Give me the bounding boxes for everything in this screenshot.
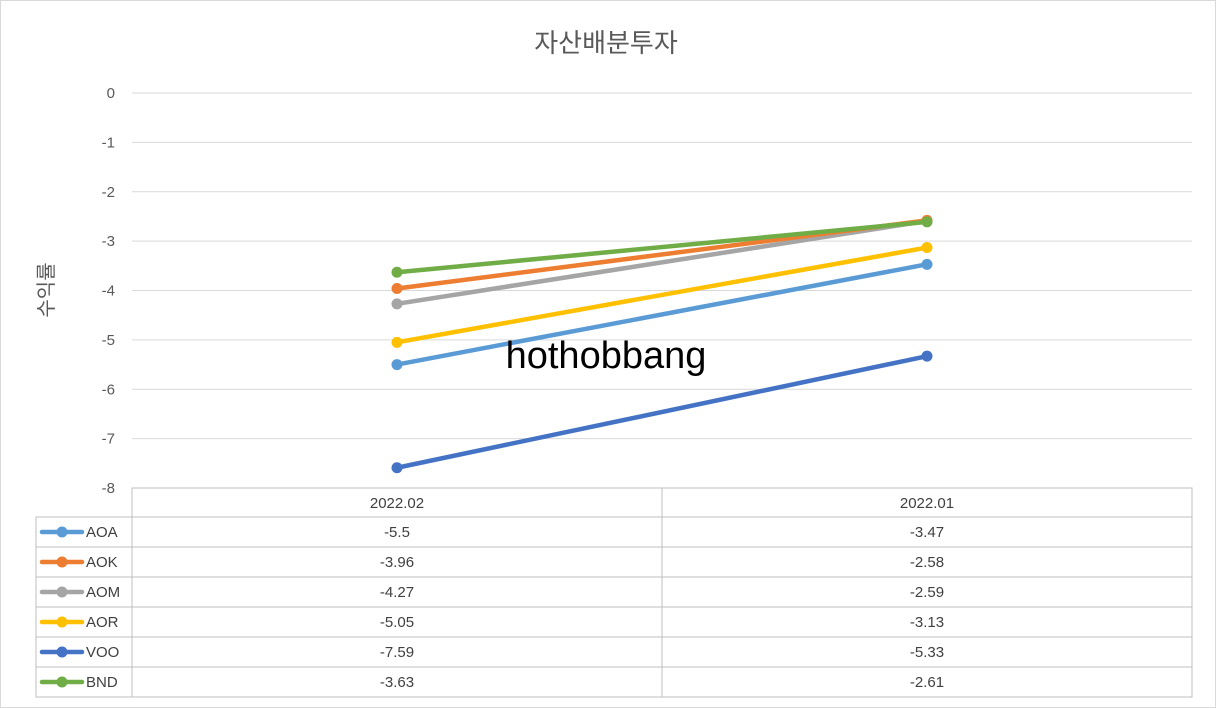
table-row: AOK -3.96 -2.58 — [39, 554, 944, 571]
x-category-label: 2022.01 — [900, 495, 954, 512]
data-point — [391, 359, 403, 371]
series-line — [394, 219, 930, 275]
y-tick-label: -3 — [102, 233, 115, 250]
data-point — [391, 298, 403, 310]
legend-series-name: BND — [86, 674, 118, 691]
series-line — [394, 353, 930, 471]
data-point — [391, 283, 403, 295]
table-value: -5.33 — [910, 644, 944, 661]
table-value: -3.13 — [910, 614, 944, 631]
data-point — [921, 216, 933, 228]
y-axis-ticks: 0 -1 -2 -3 -4 -5 -6 -7 -8 — [102, 85, 115, 497]
y-tick-label: -7 — [102, 431, 115, 448]
table-value: -3.63 — [380, 674, 414, 691]
table-row: BND -3.63 -2.61 — [39, 674, 944, 691]
y-tick-label: -5 — [102, 332, 115, 349]
legend-key-marker — [56, 526, 68, 538]
table-value: -2.58 — [910, 554, 944, 571]
table-value: -5.05 — [380, 614, 414, 631]
y-tick-label: -8 — [102, 480, 115, 497]
y-tick-label: -4 — [102, 283, 115, 300]
table-value: -2.61 — [910, 674, 944, 691]
legend-series-name: VOO — [86, 644, 119, 661]
table-row: AOM -4.27 -2.59 — [39, 584, 944, 601]
y-axis-label: 수익률 — [35, 262, 58, 317]
legend-key-marker — [56, 676, 68, 688]
watermark-text: hothobbang — [506, 335, 707, 377]
table-value: -3.96 — [380, 554, 414, 571]
data-point — [921, 350, 933, 362]
gridlines — [132, 92, 1192, 440]
series-lines — [391, 214, 933, 474]
legend-series-name: AOA — [86, 524, 118, 541]
table-value: -2.59 — [910, 584, 944, 601]
table-row: AOR -5.05 -3.13 — [39, 614, 944, 631]
table-value: -4.27 — [380, 584, 414, 601]
y-tick-label: -2 — [102, 184, 115, 201]
table-value: -3.47 — [910, 524, 944, 541]
chart-title: 자산배분투자 — [534, 28, 678, 58]
series-line — [394, 245, 930, 345]
legend-series-name: AOK — [86, 554, 118, 571]
table-value: -5.5 — [384, 524, 410, 541]
table-row: VOO -7.59 -5.33 — [39, 644, 944, 661]
series-aok — [391, 214, 933, 295]
y-tick-label: -6 — [102, 381, 115, 398]
series-aoa — [391, 258, 933, 371]
legend-key-marker — [56, 556, 68, 568]
data-point — [921, 258, 933, 270]
series-bnd — [391, 216, 933, 278]
legend-key-marker — [56, 616, 68, 628]
y-tick-label: -1 — [102, 134, 115, 151]
y-tick-label: 0 — [107, 85, 115, 102]
data-point — [391, 336, 403, 348]
table-row: AOA -5.5 -3.47 — [39, 524, 944, 541]
data-point — [391, 462, 403, 474]
series-line — [394, 262, 930, 367]
series-line — [394, 218, 930, 307]
series-aor — [391, 242, 933, 348]
series-voo — [391, 350, 933, 474]
data-point — [391, 266, 403, 278]
x-category-label: 2022.02 — [370, 495, 424, 512]
legend-key-marker — [56, 586, 68, 598]
legend-series-name: AOM — [86, 584, 120, 601]
legend-key-marker — [56, 646, 68, 658]
table-value: -7.59 — [380, 644, 414, 661]
data-point — [921, 242, 933, 254]
legend-series-name: AOR — [86, 614, 119, 631]
